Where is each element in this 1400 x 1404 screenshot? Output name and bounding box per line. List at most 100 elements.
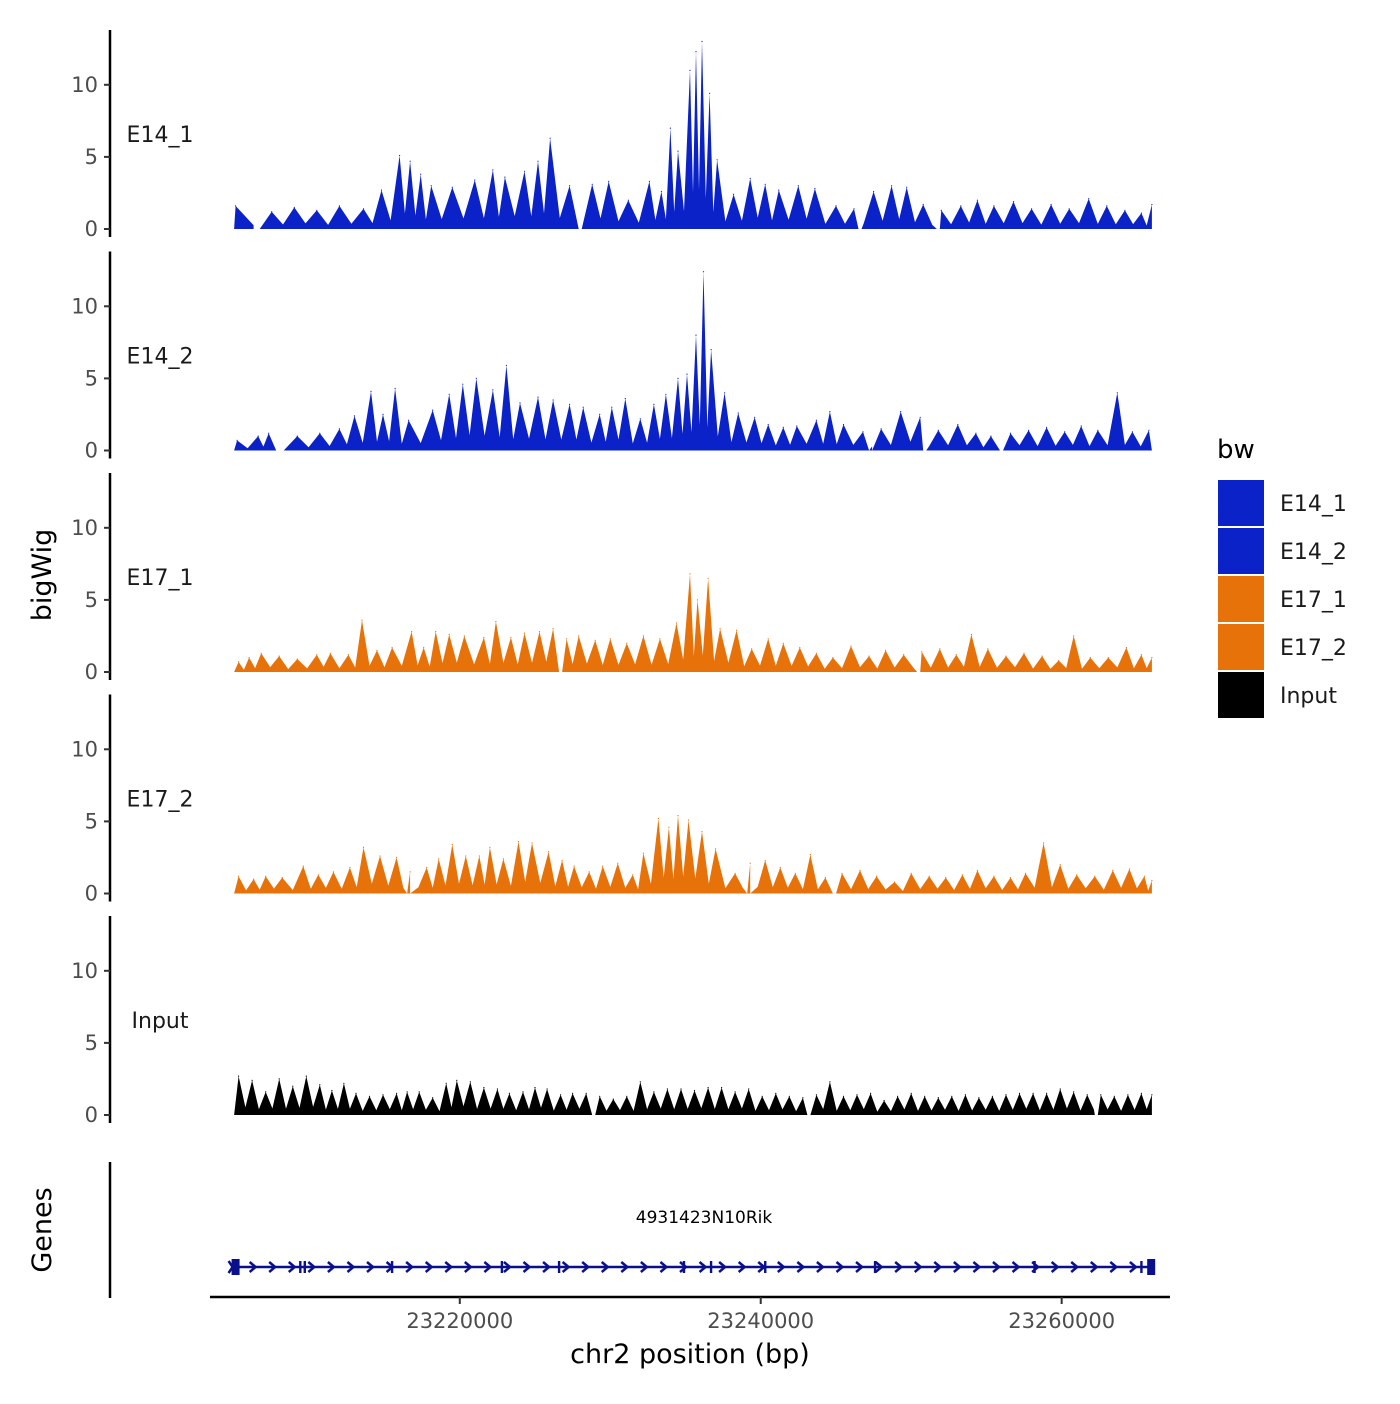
coverage-point (716, 159, 718, 161)
coverage-point (1151, 657, 1153, 659)
coverage-point (885, 649, 887, 652)
coverage-point (653, 403, 655, 405)
coverage-point (842, 423, 845, 426)
coverage-point (608, 180, 610, 182)
legend-swatch-e14-1 (1218, 480, 1264, 526)
coverage-point (549, 137, 551, 139)
coverage-point (260, 652, 262, 654)
coverage-point (588, 871, 590, 873)
track-input: 0 5 10 Input (71, 916, 1153, 1127)
coverage-point (955, 654, 957, 656)
coverage-area-e14-1 (234, 41, 1152, 229)
coverage-point (409, 160, 411, 162)
track-label: E14_2 (127, 345, 194, 370)
track-e17-1: 0 5 10 E17_1 (71, 473, 1153, 684)
coverage-point (639, 418, 641, 420)
coverage-point (737, 412, 739, 414)
legend-swatch-input (1218, 672, 1264, 718)
coverage-point (778, 189, 780, 191)
y-tick-label: 5 (85, 588, 98, 612)
coverage-point (859, 869, 861, 872)
coverage-point (1059, 1088, 1061, 1090)
coverage-point (666, 1088, 669, 1090)
coverage-point (829, 411, 831, 413)
strand-arrow (307, 1261, 317, 1273)
coverage-point (451, 843, 453, 846)
coverage-point (502, 858, 504, 860)
y-tick-label: 10 (71, 737, 98, 761)
coverage-point (355, 1092, 357, 1094)
coverage-point (788, 1095, 790, 1097)
coverage-point (939, 648, 941, 650)
coverage-point (1024, 872, 1027, 874)
coverage-point (347, 654, 349, 656)
strand-arrow (346, 1261, 356, 1273)
coverage-point (815, 419, 818, 421)
coverage-point (749, 862, 751, 864)
strand-arrow (1109, 1261, 1119, 1273)
coverage-point (842, 1095, 845, 1097)
coverage-point (268, 432, 270, 434)
coverage-point (1009, 432, 1012, 434)
coverage-point (710, 349, 712, 351)
coverage-point (362, 846, 365, 849)
coverage-point (868, 655, 870, 657)
coverage-point (978, 1097, 980, 1099)
coverage-point (677, 377, 679, 379)
coverage-point (696, 599, 699, 601)
strand-arrow (327, 1261, 336, 1273)
coverage-point (1112, 869, 1114, 872)
coverage-point (445, 1082, 447, 1084)
y-tick-label: 0 (85, 439, 98, 463)
coverage-point (677, 150, 679, 152)
coverage-point (302, 865, 304, 867)
strand-arrow (659, 1261, 669, 1273)
legend-label-e17-1: E17_1 (1280, 588, 1347, 613)
coverage-point (432, 409, 434, 411)
coverage-point (910, 872, 912, 874)
coverage-point (624, 398, 626, 400)
coverage-point (734, 872, 736, 874)
y-tick-label: 0 (85, 882, 98, 906)
coverage-point (510, 636, 512, 639)
coverage-point (496, 1088, 498, 1090)
coverage-point (478, 855, 480, 857)
coverage-point (970, 633, 973, 636)
coverage-point (317, 874, 319, 876)
track-label: E14_1 (127, 123, 194, 148)
coverage-point (1125, 646, 1127, 649)
coverage-point (602, 865, 604, 867)
coverage-point (1068, 208, 1070, 210)
coverage-point (991, 1095, 994, 1097)
coverage-point (332, 871, 334, 873)
strand-arrow (679, 1261, 688, 1273)
coverage-point (1100, 1094, 1102, 1096)
y-tick-label: 0 (85, 217, 98, 241)
coverage-point (265, 875, 267, 877)
coverage-point (448, 393, 450, 395)
coverage-point (748, 1088, 750, 1090)
coverage-point (687, 819, 690, 821)
coverage-point (891, 185, 893, 187)
coverage-point (724, 392, 726, 394)
exon (231, 1259, 240, 1275)
coverage-point (922, 203, 924, 206)
coverage-point (316, 209, 318, 211)
coverage-point (448, 633, 450, 636)
coverage-point (733, 193, 735, 195)
coverage-point (475, 377, 477, 379)
coverage-point (319, 1084, 321, 1086)
coverage-point (296, 658, 298, 660)
coverage-point (1140, 212, 1142, 214)
coverage-point (408, 419, 410, 421)
coverage-point (1073, 635, 1075, 637)
coverage-point (960, 205, 962, 207)
coverage-point (1041, 655, 1043, 657)
coverage-point (1143, 875, 1145, 877)
coverage-point (824, 877, 827, 879)
coverage-point (483, 636, 485, 639)
exon (299, 1261, 302, 1273)
y-tick-label: 5 (85, 145, 98, 169)
exon (500, 1261, 504, 1273)
